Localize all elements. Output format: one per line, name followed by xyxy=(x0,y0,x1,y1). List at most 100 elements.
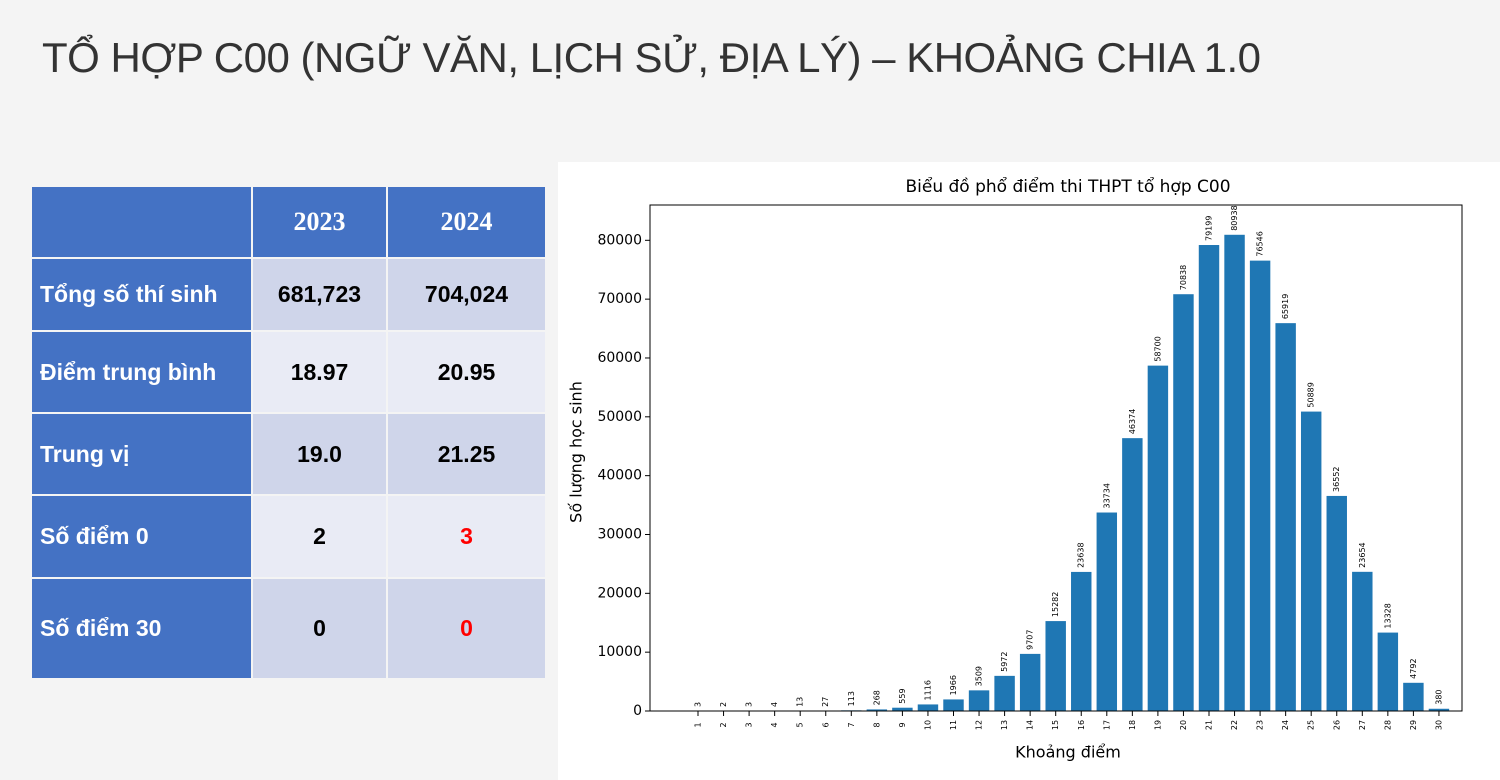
x-tick-label: 7 xyxy=(847,722,856,727)
header-cell: 2024 xyxy=(388,187,545,257)
plot-frame xyxy=(649,204,1463,712)
x-tick-label: 21 xyxy=(1205,720,1214,730)
x-tick-label: 27 xyxy=(1358,720,1367,730)
value-label: 79199 xyxy=(1205,216,1214,241)
cell: 681,723 xyxy=(253,259,386,330)
value-label: 9707 xyxy=(1026,630,1035,650)
x-tick-label: 24 xyxy=(1281,720,1290,730)
x-tick-label: 9 xyxy=(898,722,907,727)
bar xyxy=(1173,294,1194,711)
value-label: 76546 xyxy=(1256,231,1265,256)
y-tick-label: 10000 xyxy=(597,644,642,660)
chart: Biểu đồ phổ điểm thi THPT tổ hợp C00 Kho… xyxy=(558,162,1500,780)
cell: 18.97 xyxy=(253,332,386,412)
row-label: Tổng số thí sinh xyxy=(32,259,251,330)
y-tick-label: 30000 xyxy=(597,526,642,542)
cell: 3 xyxy=(388,496,545,577)
cell: 20.95 xyxy=(388,332,545,412)
bar xyxy=(1122,438,1143,711)
x-tick-label: 4 xyxy=(770,722,779,727)
x-tick-label: 30 xyxy=(1434,720,1443,730)
value-label: 23654 xyxy=(1358,542,1367,567)
value-label: 80938 xyxy=(1230,205,1239,230)
bar xyxy=(943,699,964,711)
x-tick-label: 13 xyxy=(1000,720,1009,730)
y-tick-label: 80000 xyxy=(597,232,642,248)
x-tick-label: 17 xyxy=(1102,720,1111,730)
row-label: Trung vị xyxy=(32,414,251,494)
bar xyxy=(892,707,913,711)
value-label: 113 xyxy=(847,691,856,706)
x-tick-label: 6 xyxy=(821,722,830,727)
cell: 21.25 xyxy=(388,414,545,494)
row-label: Số điểm 30 xyxy=(32,579,251,678)
stats-table: 2023 2024 Tổng số thí sinh 681,723 704,024 … xyxy=(30,185,547,680)
cell: 2 xyxy=(253,496,386,577)
value-label: 380 xyxy=(1434,689,1443,704)
x-tick-label: 28 xyxy=(1383,720,1392,730)
x-tick-label: 18 xyxy=(1128,720,1137,730)
x-tick-label: 15 xyxy=(1051,720,1060,730)
row-label: Điểm trung bình xyxy=(32,332,251,412)
x-tick-label: 1 xyxy=(694,722,703,727)
value-label: 36552 xyxy=(1332,466,1341,491)
bar xyxy=(1428,708,1450,711)
x-tick-label: 3 xyxy=(745,722,754,727)
value-label: 58700 xyxy=(1153,336,1162,361)
x-tick-label: 29 xyxy=(1409,720,1418,730)
value-label: 268 xyxy=(872,690,881,705)
cell: 19.0 xyxy=(253,414,386,494)
bar xyxy=(866,709,888,711)
bar xyxy=(1071,571,1092,711)
bar xyxy=(1300,411,1322,711)
header-cell: 2023 xyxy=(253,187,386,257)
y-tick-label: 50000 xyxy=(597,409,642,425)
x-tick-label: 23 xyxy=(1256,720,1265,730)
value-label: 3 xyxy=(745,702,754,707)
cell: 704,024 xyxy=(388,259,545,330)
value-label: 3509 xyxy=(975,666,984,686)
y-tick-label: 60000 xyxy=(597,350,642,366)
cell: 0 xyxy=(388,579,545,678)
value-label: 1966 xyxy=(949,675,958,695)
bar xyxy=(1352,571,1373,711)
x-tick-label: 19 xyxy=(1153,720,1162,730)
bar xyxy=(1249,260,1271,711)
x-axis-label: Khoảng điểm xyxy=(1015,743,1121,762)
bar xyxy=(994,675,1015,711)
chart-title: Biểu đồ phổ điểm thi THPT tổ hợp C00 xyxy=(905,176,1230,197)
value-label: 1116 xyxy=(923,680,932,700)
value-label: 33734 xyxy=(1102,483,1111,508)
x-tick-label: 20 xyxy=(1179,720,1188,730)
bar xyxy=(968,690,990,711)
x-tick-label: 5 xyxy=(796,722,805,727)
y-tick-label: 40000 xyxy=(597,468,642,484)
y-axis-label: Số lượng học sinh xyxy=(567,381,586,523)
bar xyxy=(1198,245,1220,711)
bar xyxy=(1045,621,1066,711)
value-label: 559 xyxy=(898,688,907,703)
y-tick-label: 0 xyxy=(633,703,642,719)
bar xyxy=(1019,653,1041,711)
bar xyxy=(1326,495,1347,711)
value-label: 70838 xyxy=(1179,265,1188,290)
x-tick-label: 26 xyxy=(1332,720,1341,730)
bar xyxy=(1147,365,1169,711)
bar xyxy=(1224,234,1245,711)
x-tick-label: 10 xyxy=(923,720,932,730)
x-tick-label: 11 xyxy=(949,720,958,730)
bar xyxy=(917,704,939,711)
cell: 0 xyxy=(253,579,386,678)
corner-cell xyxy=(32,187,251,257)
value-label: 46374 xyxy=(1128,409,1137,434)
bar xyxy=(1275,323,1296,711)
row-label: Số điểm 0 xyxy=(32,496,251,577)
x-tick-label: 25 xyxy=(1307,720,1316,730)
y-tick-label: 70000 xyxy=(597,291,642,307)
value-label: 5972 xyxy=(1000,652,1009,672)
x-tick-label: 2 xyxy=(719,722,728,727)
value-label: 2 xyxy=(719,702,728,707)
value-label: 65919 xyxy=(1281,294,1290,319)
value-label: 3 xyxy=(694,702,703,707)
